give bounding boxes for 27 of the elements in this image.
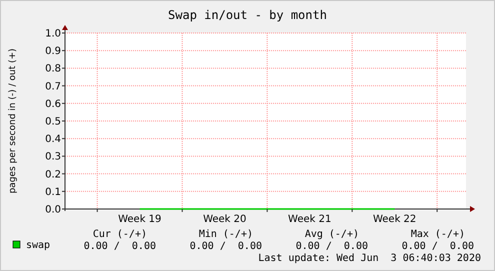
y-tick-label: 0.8 [45, 64, 61, 75]
y-tick-label: 0.3 [45, 152, 61, 163]
y-tick-label: 0.6 [45, 98, 61, 110]
x-tick-label: Week 20 [203, 214, 246, 225]
text: Avg (-/+) [304, 229, 359, 240]
text: 0.00 / 0.00 [296, 241, 368, 252]
text: Min (-/+) [198, 229, 253, 240]
x-tick-label: Week 21 [288, 214, 332, 225]
legend-label: swap [26, 240, 50, 251]
text: Cur (-/+) [92, 229, 147, 240]
text: 0.00 / 0.00 [190, 241, 262, 252]
chart-title: Swap in/out - by month [168, 8, 327, 22]
y-tick-label: 0.9 [45, 46, 61, 58]
text: Last update: Wed Jun 3 06:40:03 2020 [258, 253, 481, 264]
x-tick-label: Week 19 [118, 214, 162, 225]
y-tick-label: 0.2 [45, 169, 61, 180]
y-tick-label: 0.1 [45, 186, 61, 198]
y-tick-label: 0.0 [45, 204, 61, 216]
y-axis-title: pages per second in (-) / out (+) [8, 48, 18, 194]
text: Max (-/+) [410, 229, 465, 240]
y-tick-label: 0.4 [45, 134, 61, 146]
x-tick-label: Week 22 [372, 214, 416, 225]
y-tick-label: 0.5 [45, 116, 61, 128]
text: 0.00 / 0.00 [402, 241, 474, 252]
y-tick-label: 1.0 [45, 28, 61, 40]
y-tick-label: 0.7 [45, 81, 61, 92]
text: 0.00 / 0.00 [84, 241, 156, 252]
